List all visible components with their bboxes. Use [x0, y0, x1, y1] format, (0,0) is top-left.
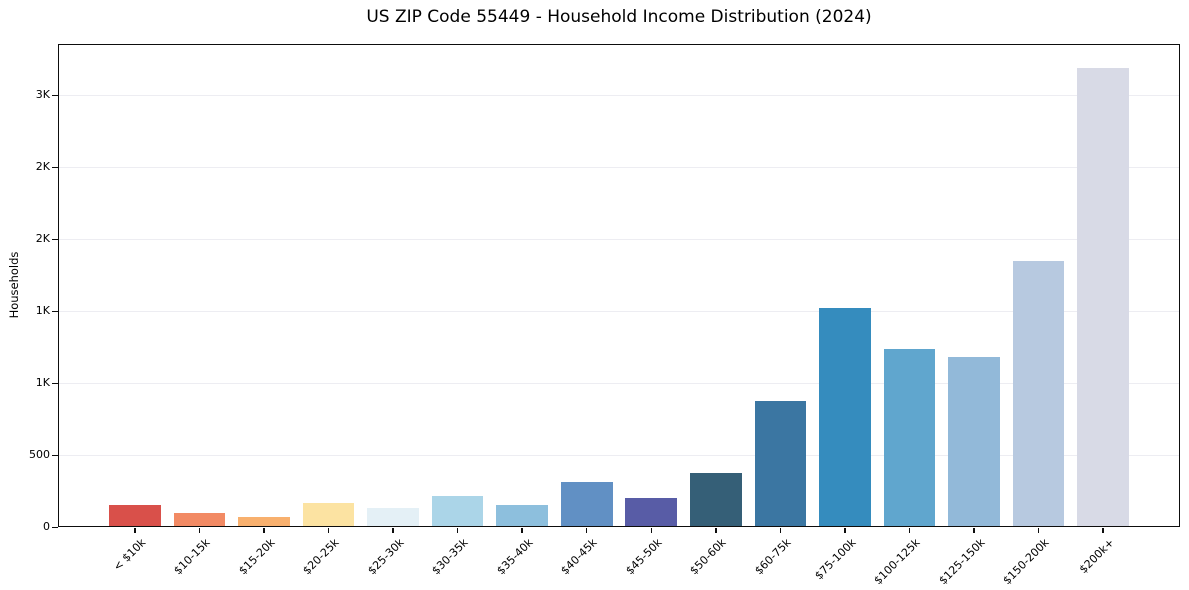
x-tick-label: $25-30k: [364, 536, 407, 578]
bar: [819, 308, 871, 526]
x-tick-mark: [1037, 528, 1040, 533]
y-tick-mark: [52, 526, 58, 528]
x-tick-mark: [650, 528, 653, 533]
x-tick-mark: [456, 528, 459, 533]
x-tick-label: < $10k: [110, 536, 149, 574]
bar: [238, 516, 290, 526]
y-tick-label: 1K: [35, 304, 50, 318]
x-tick-mark: [908, 528, 911, 533]
y-tick-mark: [52, 454, 58, 457]
gridline: [59, 167, 1179, 169]
bar: [109, 505, 161, 526]
x-tick-mark: [585, 528, 588, 533]
bar: [754, 401, 807, 526]
x-tick-mark: [263, 528, 265, 533]
x-tick-mark: [134, 528, 136, 533]
x-tick-label: $35-40k: [494, 536, 536, 578]
x-tick-mark: [973, 528, 975, 533]
gridline: [59, 239, 1179, 241]
x-tick-label: $75-100k: [811, 536, 859, 583]
x-tick-mark: [198, 528, 201, 533]
x-tick-label: $150-200k: [1000, 536, 1052, 588]
x-tick-label: $60-75k: [752, 536, 794, 578]
bar: [690, 473, 742, 526]
x-tick-label: $125-150k: [936, 536, 988, 588]
bar: [496, 504, 548, 526]
bar: [367, 507, 419, 526]
bar: [625, 497, 678, 526]
y-tick-mark: [52, 94, 58, 97]
bar: [1012, 260, 1065, 526]
chart-title: US ZIP Code 55449 - Household Income Dis…: [366, 7, 872, 27]
x-tick-label: $10-15k: [171, 536, 213, 578]
bar: [431, 496, 484, 526]
y-tick-label: 3K: [35, 88, 50, 102]
y-tick-label: 2K: [35, 232, 50, 246]
x-tick-label: $30-35k: [429, 536, 471, 578]
x-tick-mark: [327, 528, 330, 533]
bar: [302, 503, 355, 526]
x-tick-label: $15-20k: [235, 536, 278, 578]
x-tick-label: $100-125k: [871, 536, 923, 588]
y-tick-label: 500: [29, 448, 50, 462]
bar: [173, 512, 226, 526]
y-tick-mark: [52, 382, 58, 385]
bar: [560, 482, 613, 526]
y-tick-label: 1K: [35, 376, 50, 390]
x-tick-mark: [392, 528, 394, 533]
x-tick-mark: [521, 528, 523, 533]
x-tick-label: $200k+: [1076, 536, 1117, 577]
gridline: [59, 455, 1179, 457]
x-tick-mark: [1102, 528, 1104, 533]
x-tick-mark: [844, 528, 846, 533]
x-tick-label: $20-25k: [300, 536, 342, 578]
x-tick-label: $45-50k: [623, 536, 665, 578]
x-tick-label: $50-60k: [687, 536, 730, 578]
y-tick-mark: [52, 310, 58, 313]
y-tick-mark: [52, 238, 58, 241]
bar: [948, 357, 1000, 526]
gridline: [59, 383, 1179, 385]
gridline: [59, 95, 1179, 97]
x-tick-label: $40-45k: [558, 536, 600, 578]
bar: [883, 348, 936, 526]
bar: [1077, 68, 1129, 526]
y-tick-label: 0: [43, 520, 50, 533]
x-tick-mark: [715, 528, 717, 533]
gridline: [59, 311, 1179, 313]
y-tick-label: 2K: [35, 160, 50, 174]
y-tick-mark: [52, 166, 58, 169]
x-tick-mark: [779, 528, 782, 533]
